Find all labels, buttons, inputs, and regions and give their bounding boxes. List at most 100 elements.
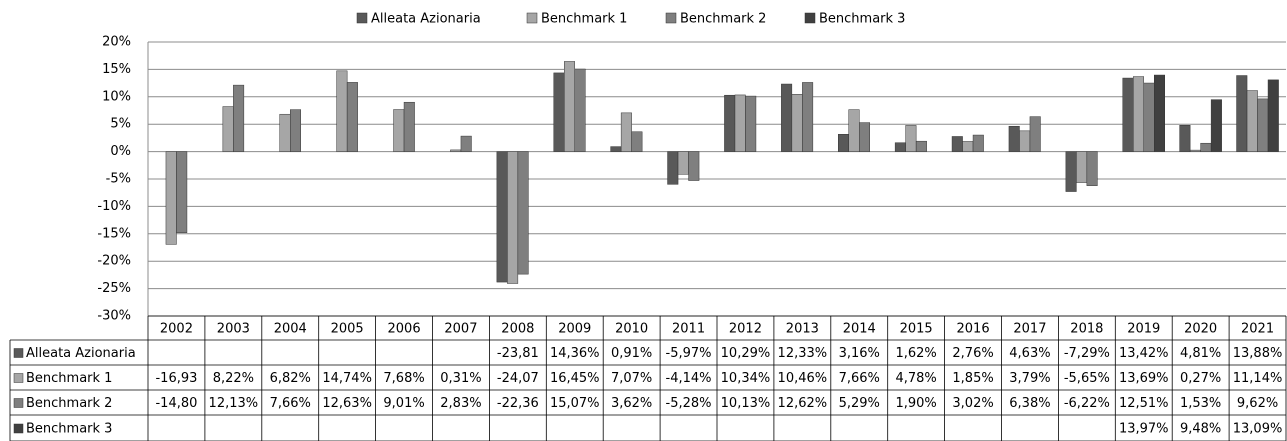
table-value: 10,13% (721, 396, 771, 411)
x-tick-label: 2019 (1127, 322, 1160, 337)
bar (848, 109, 860, 152)
table-swatch (13, 373, 24, 383)
table-row-label: Benchmark 2 (26, 396, 112, 411)
table-value: 7,68% (383, 371, 424, 386)
table-value: 2,83% (440, 396, 481, 411)
table-value: 12,13% (209, 396, 259, 411)
bar (1133, 76, 1144, 152)
table-value: 9,62% (1237, 396, 1278, 411)
x-tick-label: 2014 (843, 322, 876, 337)
table-value: 3,16% (839, 346, 880, 361)
x-tick-label: 2017 (1013, 322, 1046, 337)
bar (1019, 130, 1031, 152)
legend-label: Alleata Azionaria (371, 12, 481, 27)
legend-swatch (526, 12, 538, 24)
table-value: 11,14% (1233, 371, 1283, 386)
table-swatch (13, 398, 24, 408)
bar (1200, 142, 1212, 152)
bar (279, 113, 291, 152)
bar (403, 101, 415, 152)
bar (1029, 116, 1041, 152)
legend-label: Benchmark 3 (819, 12, 905, 27)
legend-label: Benchmark 2 (680, 12, 766, 27)
y-tick-label: -30% (97, 309, 131, 324)
bar (507, 151, 519, 284)
table-value: 4,78% (895, 371, 936, 386)
bar (951, 136, 963, 152)
x-tick-label: 2013 (786, 322, 819, 337)
bar (972, 134, 984, 152)
table-value: 0,27% (1180, 371, 1221, 386)
x-tick-label: 2020 (1184, 322, 1217, 337)
bar (620, 112, 632, 152)
bar (176, 151, 188, 233)
table-value: 10,34% (721, 371, 771, 386)
table-value: 13,69% (1119, 371, 1169, 386)
table-value: 13,88% (1233, 346, 1283, 361)
y-tick-label: -20% (97, 254, 131, 269)
bar (734, 94, 746, 152)
bar (346, 82, 358, 152)
table-value: 13,09% (1233, 422, 1283, 437)
y-tick-label: 5% (110, 117, 131, 132)
legend-label: Benchmark 1 (541, 12, 627, 27)
table-value: -4,14% (666, 371, 712, 386)
table-value: 9,48% (1180, 422, 1221, 437)
bar (1189, 149, 1201, 152)
table-value: -5,65% (1064, 371, 1110, 386)
x-tick-label: 2010 (615, 322, 648, 337)
table-value: -24,07 (497, 371, 539, 386)
table-value: 12,33% (778, 346, 828, 361)
table-value: 1,90% (895, 396, 936, 411)
bar (1008, 125, 1020, 152)
legend-swatch (804, 12, 816, 24)
x-tick-label: 2012 (729, 322, 762, 337)
bar (517, 151, 529, 275)
bar (838, 134, 849, 152)
bar (336, 70, 348, 152)
x-tick-label: 2006 (388, 322, 421, 337)
bar (781, 83, 793, 152)
table-value: -5,28% (666, 396, 712, 411)
bar (802, 82, 814, 152)
bar (450, 149, 462, 152)
bar (1154, 74, 1165, 152)
bar (905, 125, 917, 152)
bar (496, 151, 508, 283)
table-value: 7,66% (270, 396, 311, 411)
x-tick-label: 2004 (274, 322, 307, 337)
x-tick-label: 2005 (331, 322, 364, 337)
x-tick-label: 2002 (160, 322, 193, 337)
bar (233, 84, 245, 152)
table-value: 6,38% (1009, 396, 1050, 411)
bar (610, 146, 622, 152)
bar (1210, 99, 1222, 152)
bar (631, 131, 643, 152)
bar (962, 141, 974, 152)
table-row-label: Alleata Azionaria (26, 346, 136, 361)
table-value: 1,53% (1180, 396, 1221, 411)
bar (553, 72, 565, 152)
bar (894, 142, 906, 152)
bar (564, 61, 575, 152)
bar (1267, 79, 1279, 152)
table-value: 3,02% (952, 396, 993, 411)
legend-swatch (356, 12, 368, 24)
table-value: 15,07% (550, 396, 600, 411)
bar (791, 94, 803, 152)
bar (1236, 75, 1248, 152)
x-tick-label: 2009 (558, 322, 591, 337)
bar (574, 68, 586, 152)
y-tick-label: -5% (106, 172, 131, 187)
table-row-label: Benchmark 1 (26, 371, 112, 386)
x-tick-label: 2015 (900, 322, 933, 337)
bar (165, 151, 177, 245)
y-tick-label: -15% (97, 226, 131, 241)
bar (460, 135, 472, 152)
bar (724, 94, 736, 152)
table-value: 12,63% (322, 396, 372, 411)
table-value: 13,42% (1119, 346, 1169, 361)
bar (1122, 77, 1134, 152)
